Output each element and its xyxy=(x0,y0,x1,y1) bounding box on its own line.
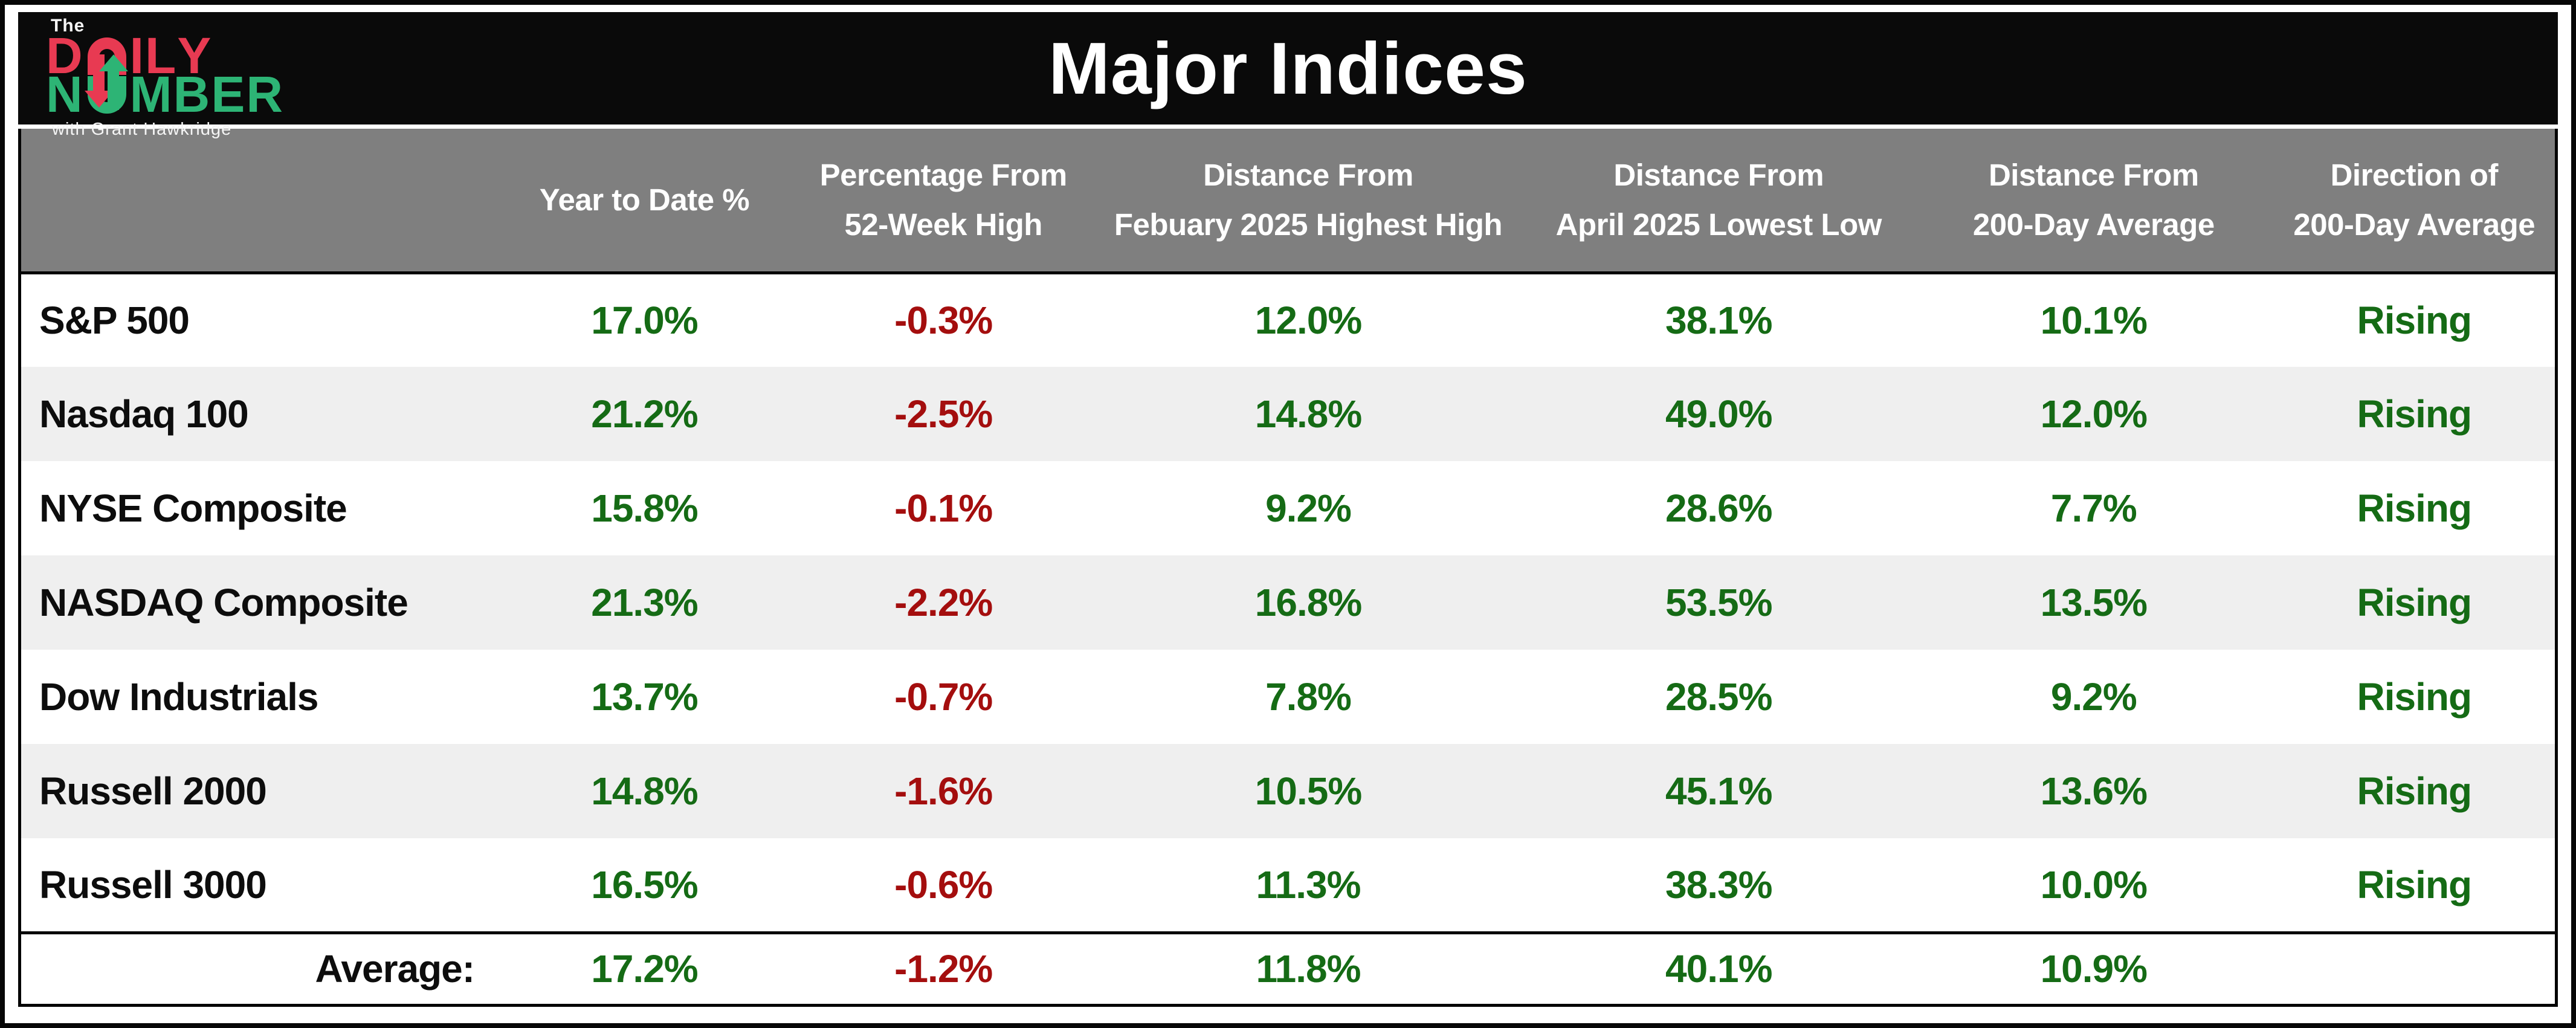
column-header-name xyxy=(21,129,496,274)
value-cell: 28.6% xyxy=(1523,461,1914,555)
table-row: S&P 500 17.0% -0.3% 12.0% 38.1% 10.1% Rising xyxy=(21,273,2555,367)
value-cell: 12.0% xyxy=(1914,367,2274,461)
column-header-from-52-week-high: Percentage From 52-Week High xyxy=(793,129,1093,274)
value-cell: 14.8% xyxy=(1093,367,1524,461)
down-arrow-icon xyxy=(84,37,126,108)
value-cell: 7.8% xyxy=(1093,650,1524,744)
direction-cell: Rising xyxy=(2273,555,2555,650)
value-cell: 21.2% xyxy=(495,367,794,461)
average-label-cell: Average: xyxy=(21,931,496,1007)
indices-table: Year to Date % Percentage From 52-Week Hig… xyxy=(21,129,2555,1007)
direction-cell: Rising xyxy=(2273,273,2555,367)
value-cell: 13.5% xyxy=(1914,555,2274,650)
table-row: NASDAQ Composite 21.3% -2.2% 16.8% 53.5% 13.5… xyxy=(21,555,2555,650)
column-header-from-feb-2025-high: Distance From Febuary 2025 Highest High xyxy=(1093,129,1524,274)
value-cell: -0.7% xyxy=(793,650,1093,744)
average-value-cell: 17.2% xyxy=(495,931,794,1007)
table-row: Nasdaq 100 21.2% -2.5% 14.8% 49.0% 12.0% Risin… xyxy=(21,367,2555,461)
index-name-cell: Russell 3000 xyxy=(21,838,496,933)
value-cell: 10.0% xyxy=(1914,838,2274,933)
column-header-from-200-day-average: Distance From 200-Day Average xyxy=(1914,129,2274,274)
logo-the-text: The xyxy=(51,16,85,36)
value-cell: 21.3% xyxy=(495,555,794,650)
value-cell: 38.3% xyxy=(1523,838,1914,933)
direction-cell: Rising xyxy=(2273,367,2555,461)
value-cell: 16.8% xyxy=(1093,555,1524,650)
indices-table-box: Year to Date % Percentage From 52-Week Hig… xyxy=(18,129,2558,1007)
index-name-cell: Nasdaq 100 xyxy=(21,367,496,461)
band-separator xyxy=(18,124,2558,129)
value-cell: 49.0% xyxy=(1523,367,1914,461)
logo-tagline: with Grant Hawkridge xyxy=(52,120,232,139)
table-row: Russell 2000 14.8% -1.6% 10.5% 45.1% 13.6% Ris… xyxy=(21,744,2555,838)
value-cell: 7.7% xyxy=(1914,461,2274,555)
average-value-cell: 40.1% xyxy=(1523,931,1914,1007)
value-cell: -0.3% xyxy=(793,273,1093,367)
page-title: Major Indices xyxy=(1048,27,1528,109)
value-cell: -1.6% xyxy=(793,744,1093,838)
table-body: S&P 500 17.0% -0.3% 12.0% 38.1% 10.1% Rising Na… xyxy=(21,273,2555,933)
value-cell: 12.0% xyxy=(1093,273,1524,367)
index-name-cell: Dow Industrials xyxy=(21,650,496,744)
index-name-cell: NASDAQ Composite xyxy=(21,555,496,650)
value-cell: 15.8% xyxy=(495,461,794,555)
table-row: NYSE Composite 15.8% -0.1% 9.2% 28.6% 7.7% Ris… xyxy=(21,461,2555,555)
value-cell: 10.5% xyxy=(1093,744,1524,838)
index-name-cell: S&P 500 xyxy=(21,273,496,367)
value-cell: 9.2% xyxy=(1914,650,2274,744)
value-cell: 9.2% xyxy=(1093,461,1524,555)
value-cell: 45.1% xyxy=(1523,744,1914,838)
value-cell: -0.1% xyxy=(793,461,1093,555)
value-cell: 28.5% xyxy=(1523,650,1914,744)
column-header-from-apr-2025-low: Distance From April 2025 Lowest Low xyxy=(1523,129,1914,274)
value-cell: 14.8% xyxy=(495,744,794,838)
average-direction-cell xyxy=(2273,931,2555,1007)
table-row: Dow Industrials 13.7% -0.7% 7.8% 28.5% 9.2% Ri… xyxy=(21,650,2555,744)
value-cell: 11.3% xyxy=(1093,838,1524,933)
direction-cell: Rising xyxy=(2273,744,2555,838)
index-name-cell: NYSE Composite xyxy=(21,461,496,555)
value-cell: -0.6% xyxy=(793,838,1093,933)
average-value-cell: -1.2% xyxy=(793,931,1093,1007)
value-cell: -2.2% xyxy=(793,555,1093,650)
header-row: Year to Date % Percentage From 52-Week Hig… xyxy=(21,129,2555,274)
value-cell: 16.5% xyxy=(495,838,794,933)
average-value-cell: 10.9% xyxy=(1914,931,2274,1007)
column-header-direction-200-day-average: Direction of 200-Day Average xyxy=(2273,129,2555,274)
table-row: Russell 3000 16.5% -0.6% 11.3% 38.3% 10.0% Ris… xyxy=(21,838,2555,933)
value-cell: -2.5% xyxy=(793,367,1093,461)
value-cell: 13.6% xyxy=(1914,744,2274,838)
direction-cell: Rising xyxy=(2273,838,2555,933)
value-cell: 53.5% xyxy=(1523,555,1914,650)
average-row: Average: 17.2% -1.2% 11.8% 40.1% 10.9% xyxy=(21,931,2555,1007)
direction-cell: Rising xyxy=(2273,461,2555,555)
up-arrow-icon xyxy=(87,54,128,114)
value-cell: 13.7% xyxy=(495,650,794,744)
value-cell: 17.0% xyxy=(495,273,794,367)
index-name-cell: Russell 2000 xyxy=(21,744,496,838)
value-cell: 38.1% xyxy=(1523,273,1914,367)
average-value-cell: 11.8% xyxy=(1093,931,1524,1007)
column-header-ytd: Year to Date % xyxy=(495,129,794,274)
value-cell: 10.1% xyxy=(1914,273,2274,367)
direction-cell: Rising xyxy=(2273,650,2555,744)
